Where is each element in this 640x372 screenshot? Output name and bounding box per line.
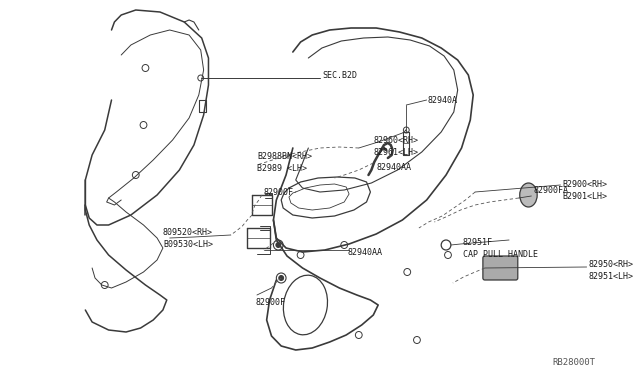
Text: 82951<LH>: 82951<LH> (589, 272, 634, 281)
Text: B2900<RH>: B2900<RH> (563, 180, 607, 189)
Text: 82900FA: 82900FA (533, 186, 568, 195)
Text: SEC.B2D: SEC.B2D (322, 71, 357, 80)
Text: 82940AA: 82940AA (376, 163, 412, 172)
Text: 82961<LH>: 82961<LH> (373, 148, 419, 157)
Text: 82900F: 82900F (256, 298, 286, 307)
Text: CAP PULL HANDLE: CAP PULL HANDLE (463, 250, 538, 259)
Circle shape (279, 276, 284, 280)
Text: 82940A: 82940A (428, 96, 458, 105)
Text: 82960<RH>: 82960<RH> (373, 136, 419, 145)
Text: B2989 <LH>: B2989 <LH> (257, 164, 307, 173)
Text: 82940AA: 82940AA (347, 248, 382, 257)
Text: 82951F: 82951F (463, 238, 493, 247)
Text: 809520<RH>: 809520<RH> (163, 228, 213, 237)
Circle shape (276, 243, 281, 247)
Text: B09530<LH>: B09530<LH> (163, 240, 213, 249)
Text: 82950<RH>: 82950<RH> (589, 260, 634, 269)
Text: B2901<LH>: B2901<LH> (563, 192, 607, 201)
Ellipse shape (520, 183, 537, 207)
Text: 82900F: 82900F (264, 188, 294, 197)
Text: RB28000T: RB28000T (553, 358, 596, 367)
FancyBboxPatch shape (483, 256, 518, 280)
Text: B2988BN<RH>: B2988BN<RH> (257, 152, 312, 161)
